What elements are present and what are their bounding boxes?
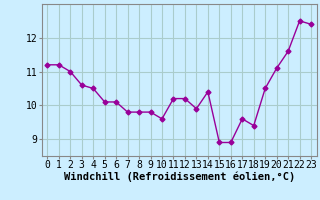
X-axis label: Windchill (Refroidissement éolien,°C): Windchill (Refroidissement éolien,°C) bbox=[64, 172, 295, 182]
